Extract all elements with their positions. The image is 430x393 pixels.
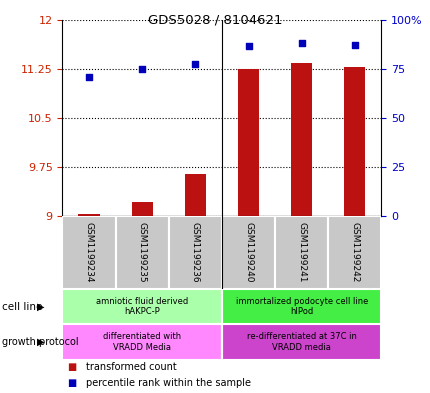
Bar bbox=[221, 324, 381, 360]
Text: immortalized podocyte cell line
hIPod: immortalized podocyte cell line hIPod bbox=[235, 297, 367, 316]
Text: GSM1199234: GSM1199234 bbox=[84, 222, 93, 283]
Bar bbox=[184, 174, 206, 216]
Point bbox=[298, 39, 304, 46]
Bar bbox=[344, 68, 365, 216]
Text: GDS5028 / 8104621: GDS5028 / 8104621 bbox=[148, 14, 282, 27]
Bar bbox=[328, 216, 381, 289]
Text: GSM1199236: GSM1199236 bbox=[190, 222, 200, 283]
Point bbox=[245, 43, 252, 49]
Text: re-differentiated at 37C in
VRADD media: re-differentiated at 37C in VRADD media bbox=[246, 332, 356, 352]
Bar bbox=[78, 214, 99, 216]
Point bbox=[350, 41, 357, 48]
Bar bbox=[62, 216, 115, 289]
Text: cell line: cell line bbox=[2, 301, 43, 312]
Point bbox=[191, 61, 198, 67]
Bar bbox=[274, 216, 328, 289]
Bar bbox=[131, 202, 153, 216]
Point bbox=[138, 66, 145, 72]
Text: ■: ■ bbox=[67, 362, 76, 372]
Text: differentiated with
VRADD Media: differentiated with VRADD Media bbox=[103, 332, 181, 352]
Text: growth protocol: growth protocol bbox=[2, 337, 79, 347]
Text: transformed count: transformed count bbox=[86, 362, 177, 372]
Bar bbox=[237, 69, 258, 216]
Text: GSM1199241: GSM1199241 bbox=[297, 222, 305, 283]
Bar bbox=[221, 216, 274, 289]
Text: ▶: ▶ bbox=[37, 337, 45, 347]
Bar bbox=[290, 63, 312, 216]
Bar bbox=[62, 289, 221, 324]
Point bbox=[86, 74, 92, 81]
Text: ▶: ▶ bbox=[37, 301, 45, 312]
Text: ■: ■ bbox=[67, 378, 76, 388]
Text: GSM1199235: GSM1199235 bbox=[138, 222, 146, 283]
Text: GSM1199242: GSM1199242 bbox=[350, 222, 359, 283]
Bar bbox=[221, 289, 381, 324]
Bar bbox=[115, 216, 169, 289]
Text: percentile rank within the sample: percentile rank within the sample bbox=[86, 378, 251, 388]
Text: amniotic fluid derived
hAKPC-P: amniotic fluid derived hAKPC-P bbox=[96, 297, 188, 316]
Bar bbox=[62, 324, 221, 360]
Bar bbox=[169, 216, 221, 289]
Text: GSM1199240: GSM1199240 bbox=[243, 222, 252, 283]
